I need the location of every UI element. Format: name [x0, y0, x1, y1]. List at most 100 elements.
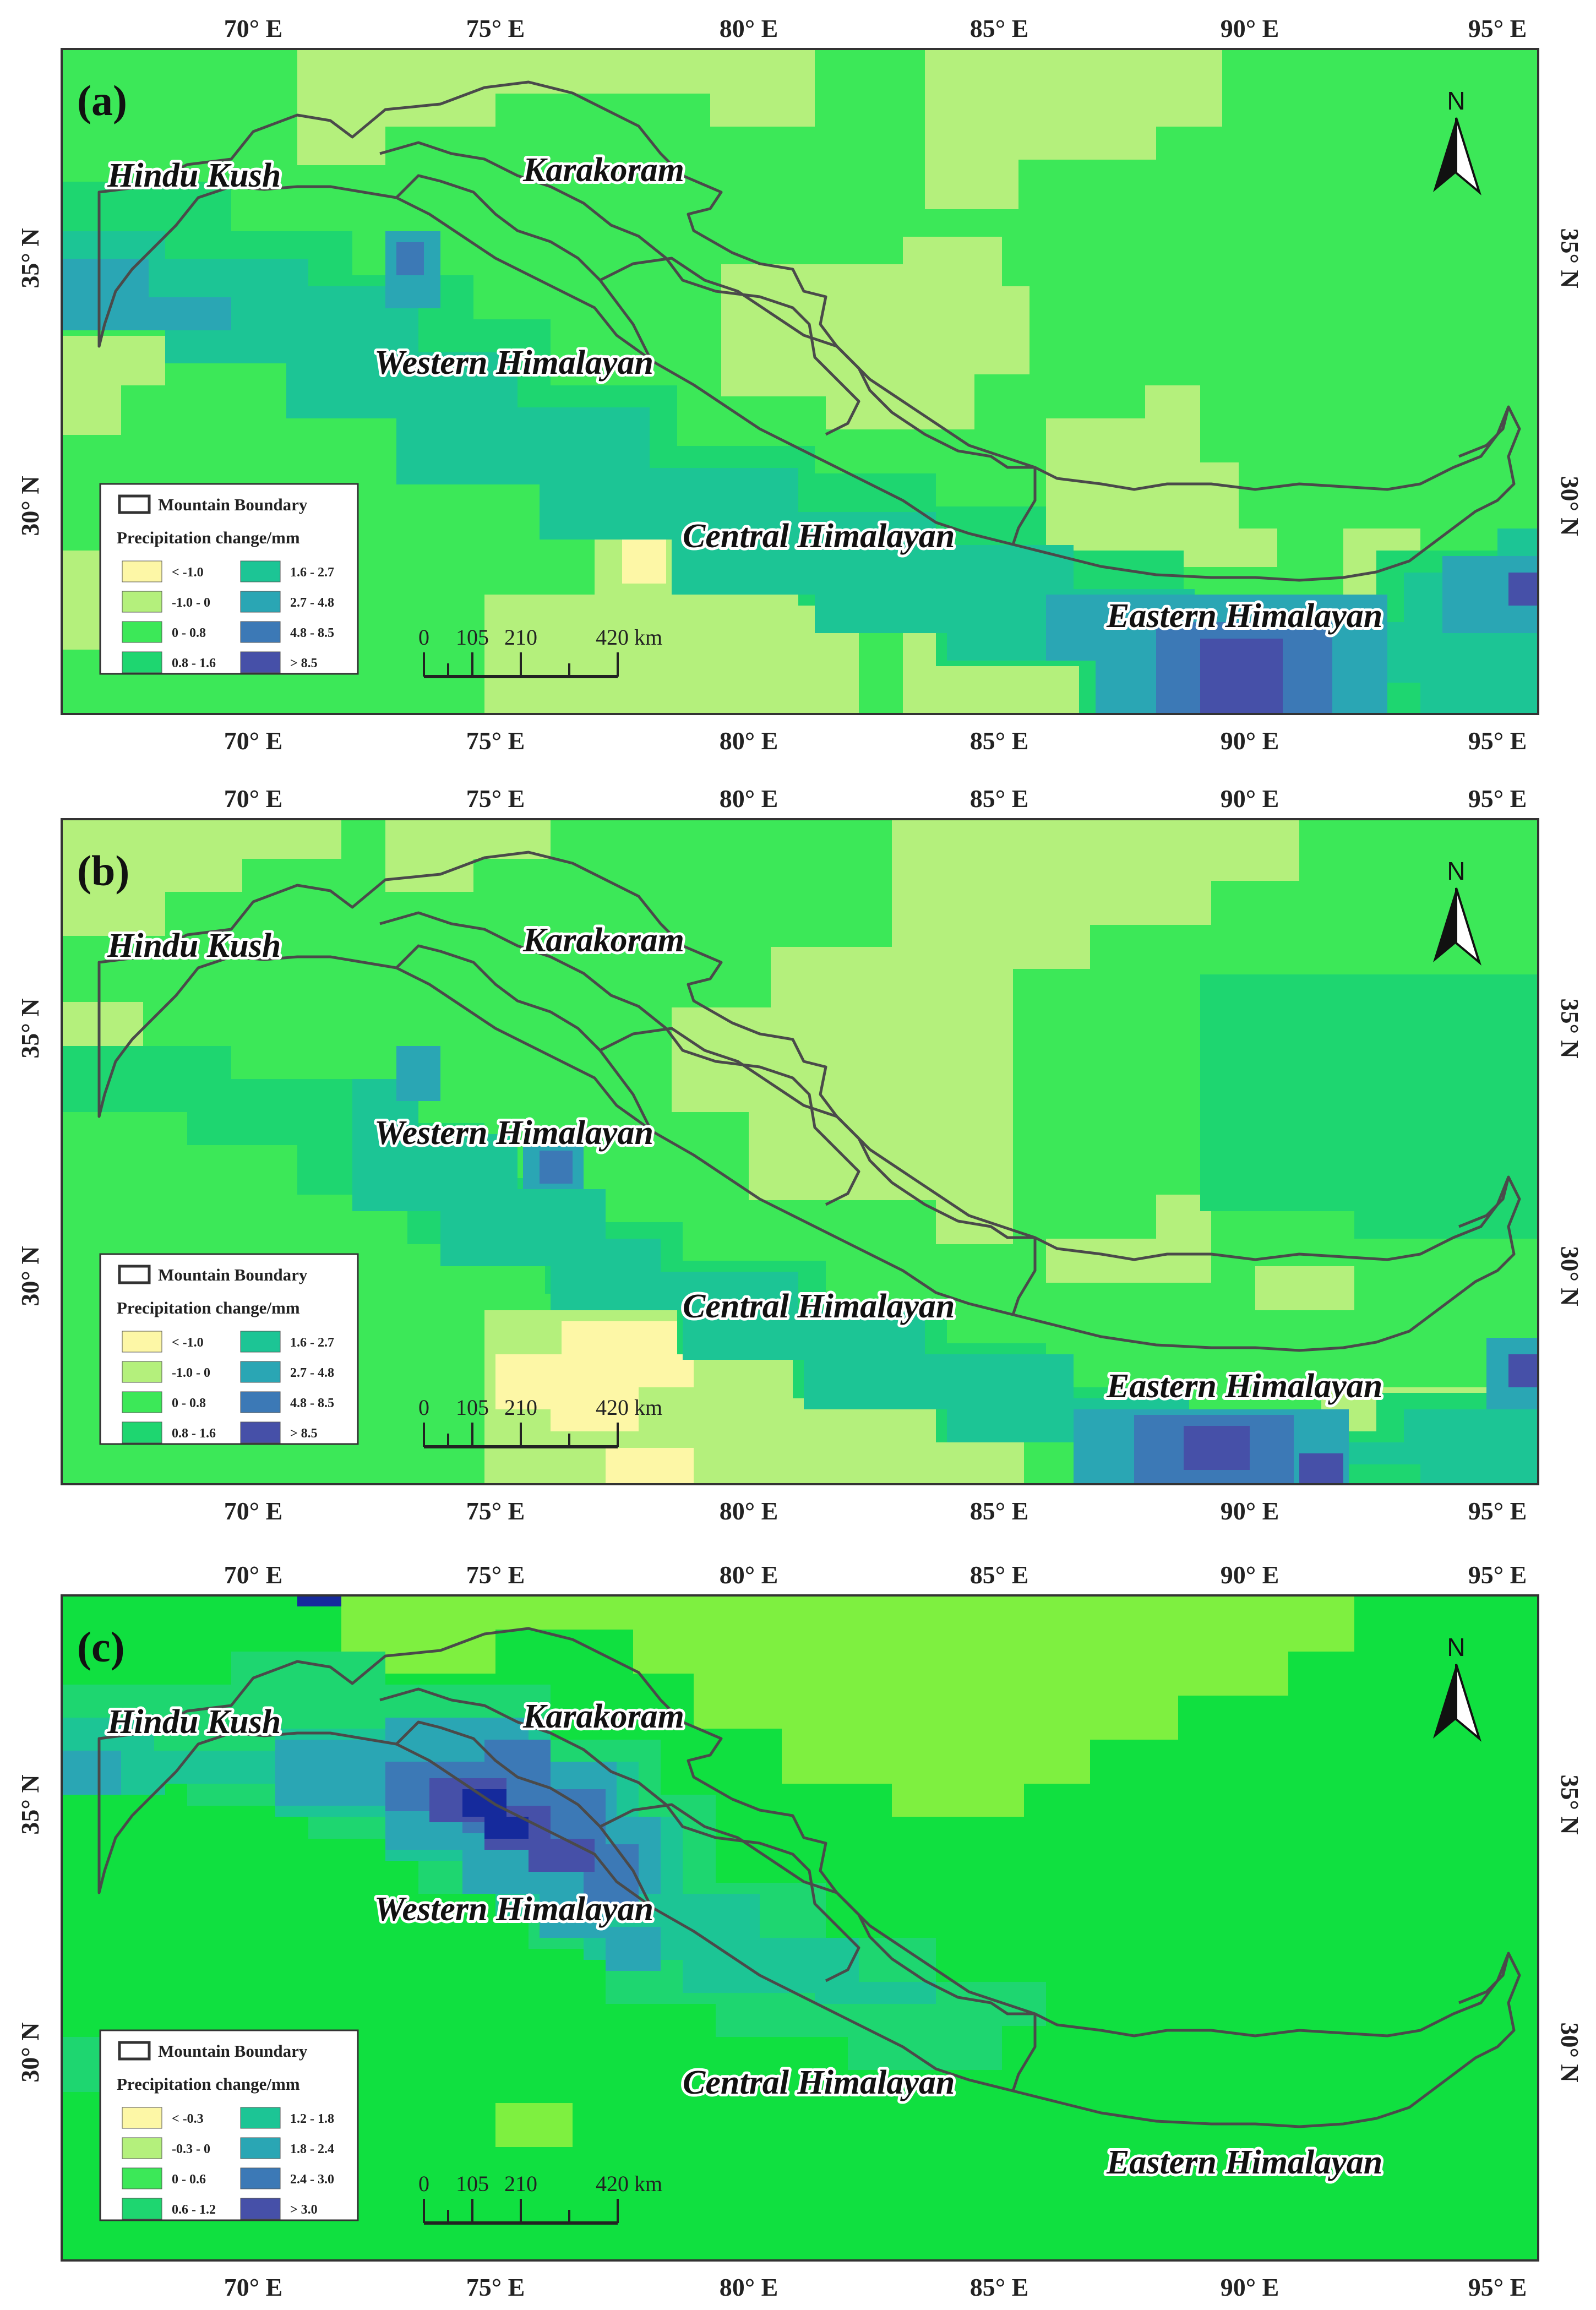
lon-label-top: 70° E: [224, 14, 283, 42]
legend-item-label: -1.0 - 0: [172, 596, 210, 610]
legend-swatch: [122, 2137, 162, 2159]
lon-label-bottom: 70° E: [224, 727, 283, 755]
lat-label-right: 30° N: [1556, 476, 1584, 536]
mountain-boundary: [97, 1627, 1521, 2128]
scale-tick-label: 420 km: [596, 2171, 662, 2196]
scale-tick-label: 105: [456, 1395, 489, 1420]
lat-label-right: 35° N: [1556, 998, 1584, 1058]
lon-label-bottom: 80° E: [720, 727, 778, 755]
lon-label-bottom: 85° E: [970, 727, 1029, 755]
north-label: N: [1447, 857, 1465, 885]
legend-item-label: 0 - 0.8: [172, 1396, 206, 1410]
lon-label-top: 70° E: [224, 784, 283, 813]
scale-tick-label: 210: [504, 625, 537, 650]
legend-swatch: [240, 2107, 281, 2129]
region-label-karakoram: Karakoram: [522, 151, 684, 189]
lon-label-top: 85° E: [970, 14, 1029, 42]
lon-label-top: 75° E: [466, 1561, 525, 1589]
legend-item-label: 2.7 - 4.8: [290, 596, 334, 610]
legend-boundary-label: Mountain Boundary: [158, 1265, 308, 1284]
region-label-eastern: Eastern Himalayan: [1106, 597, 1382, 635]
legend-item-label: < -1.0: [172, 1336, 204, 1350]
lon-label-top: 95° E: [1468, 1561, 1527, 1589]
scale-bar: 0 105 210 420 km: [418, 2171, 662, 2225]
legend-item-label: 1.6 - 2.7: [290, 1336, 334, 1350]
legend-item-label: > 3.0: [290, 2203, 318, 2217]
legend-item-label: 4.8 - 8.5: [290, 1396, 334, 1410]
legend-swatch: [240, 591, 281, 613]
mountain-boundary-divider: [599, 257, 1036, 469]
lat-label-left: 30° N: [16, 1246, 44, 1306]
region-label-western: Western Himalayan: [374, 344, 653, 382]
legend-item-label: 1.6 - 2.7: [290, 565, 334, 580]
lat-label-right: 30° N: [1556, 1246, 1584, 1306]
legend-swatch: [122, 1361, 162, 1383]
lon-label-top: 80° E: [720, 14, 778, 42]
mountain-boundary-divider: [395, 174, 651, 358]
legend: Mountain Boundary Precipitation change/mm…: [99, 1253, 359, 1445]
scale-tick-label: 420 km: [596, 1395, 662, 1420]
legend-boundary-label: Mountain Boundary: [158, 495, 308, 514]
mountain-boundary-divider: [379, 1687, 860, 1982]
legend-item-label: 0.6 - 1.2: [172, 2203, 216, 2217]
lon-label-bottom: 75° E: [466, 1497, 525, 1525]
north-arrow-icon: [1433, 887, 1481, 966]
lon-label-top: 90° E: [1221, 784, 1279, 813]
legend-swatch: [240, 651, 281, 673]
region-label-hindu_kush: Hindu Kush: [107, 927, 281, 965]
panel-a-frame: [61, 48, 1539, 715]
legend-item-label: -1.0 - 0: [172, 1366, 210, 1380]
region-label-karakoram: Karakoram: [522, 1698, 684, 1735]
scale-tick-label: 0: [418, 2171, 429, 2196]
region-label-central: Central Himalayan: [683, 517, 955, 555]
legend-title: Precipitation change/mm: [117, 1298, 300, 1317]
lon-label-bottom: 95° E: [1468, 1497, 1527, 1525]
region-label-hindu_kush: Hindu Kush: [107, 157, 281, 194]
lon-label-bottom: 90° E: [1221, 2273, 1279, 2301]
region-label-western: Western Himalayan: [374, 1891, 653, 1928]
legend-swatch: [122, 2198, 162, 2220]
legend-swatch: [240, 621, 281, 643]
north-label: N: [1447, 86, 1465, 115]
lon-label-top: 70° E: [224, 1561, 283, 1589]
panel-c-frame: [61, 1594, 1539, 2262]
scale-tick-label: 420 km: [596, 625, 662, 650]
legend-swatch: [122, 1391, 162, 1413]
lon-label-top: 90° E: [1221, 1561, 1279, 1589]
legend-swatch: [122, 2107, 162, 2129]
legend-item-label: > 8.5: [290, 656, 318, 671]
legend-item-label: < -0.3: [172, 2112, 204, 2126]
legend-swatch: [240, 2137, 281, 2159]
lon-label-bottom: 80° E: [720, 1497, 778, 1525]
legend-swatch: [240, 2198, 281, 2220]
region-label-karakoram: Karakoram: [522, 922, 684, 959]
north-label: N: [1447, 1633, 1465, 1661]
panel-c-raster: [62, 1595, 1538, 2260]
lon-label-top: 95° E: [1468, 784, 1527, 813]
mountain-boundary-divider: [1458, 406, 1510, 458]
legend-item-label: > 8.5: [290, 1426, 318, 1441]
lat-label-left: 35° N: [16, 1774, 44, 1834]
scale-tick-label: 105: [456, 2171, 489, 2196]
lon-label-bottom: 90° E: [1221, 1497, 1279, 1525]
mountain-boundary-divider: [1011, 2014, 1037, 2091]
region-label-hindu_kush: Hindu Kush: [107, 1703, 281, 1741]
scale-tick-label: 210: [504, 1395, 537, 1420]
legend: Mountain Boundary Precipitation change/mm…: [99, 483, 359, 675]
map-overlays: (a) Hindu Kush Karakoram Western Himalayan C…: [16, 14, 1584, 2301]
mountain-boundary: [97, 80, 1521, 582]
lat-label-left: 35° N: [16, 228, 44, 288]
legend-swatch: [122, 621, 162, 643]
legend-item-label: 1.8 - 2.4: [290, 2142, 334, 2156]
mountain-boundary-divider: [379, 911, 860, 1206]
scale-bar: 0 105 210 420 km: [418, 1395, 662, 1448]
lon-label-top: 95° E: [1468, 14, 1527, 42]
region-label-eastern: Eastern Himalayan: [1106, 2144, 1382, 2181]
region-label-central: Central Himalayan: [683, 2064, 955, 2101]
legend-title: Precipitation change/mm: [117, 2074, 300, 2094]
lon-label-bottom: 95° E: [1468, 727, 1527, 755]
north-arrow-icon: [1433, 1664, 1481, 1742]
scale-bar: 0 105 210 420 km: [418, 625, 662, 678]
lon-label-bottom: 90° E: [1221, 727, 1279, 755]
